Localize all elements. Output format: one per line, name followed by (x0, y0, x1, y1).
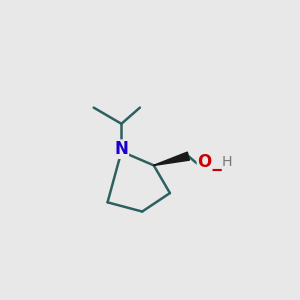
Text: H: H (221, 155, 232, 169)
Text: O: O (197, 153, 212, 171)
Polygon shape (154, 152, 190, 165)
Text: N: N (115, 140, 128, 158)
